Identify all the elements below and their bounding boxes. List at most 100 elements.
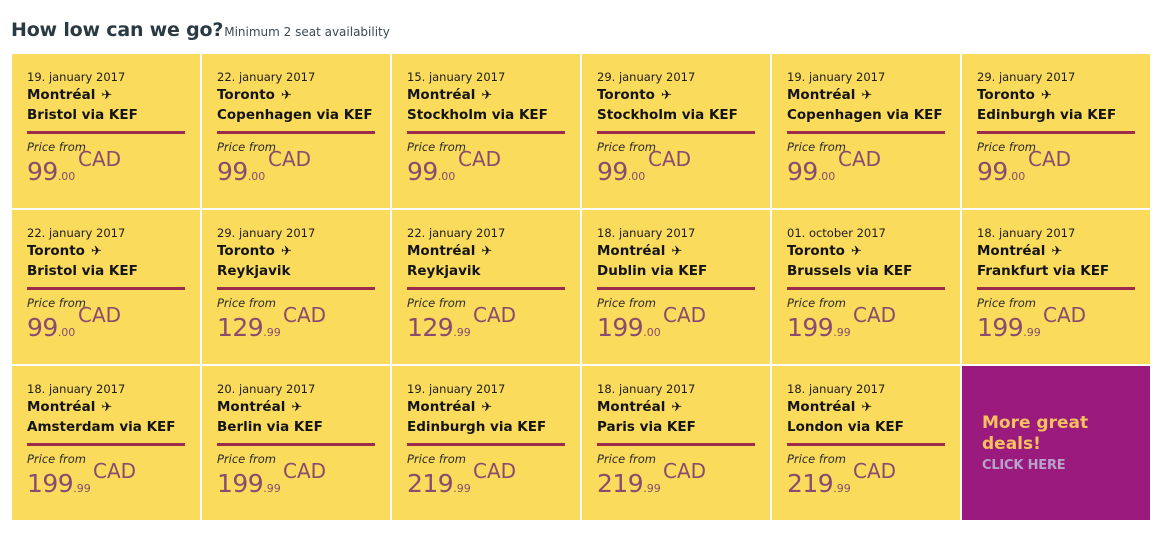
deal-tile[interactable]: 19. january 2017 Montréal ✈ Bristol via K… [12,54,200,208]
deal-tile[interactable]: 18. january 2017 Montréal ✈ Amsterdam via… [12,366,200,520]
deal-tile[interactable]: 19. january 2017 Montréal ✈ Edinburgh via… [392,366,580,520]
deal-origin: Montréal ✈ [787,397,945,417]
deal-date: 18. january 2017 [27,382,126,396]
plane-icon: ✈ [280,88,292,103]
origin-city: Montréal [597,243,666,259]
deal-destination: Dublin via KEF [597,263,708,279]
price-amount: 199.99 [217,470,281,503]
deal-tile[interactable]: 18. january 2017 Montréal ✈ Paris via KEF… [582,366,770,520]
origin-city: Montréal [27,87,96,103]
divider [787,443,945,446]
price-from-label: Price from [217,140,276,154]
deal-date: 29. january 2017 [977,70,1076,84]
plane-icon: ✈ [671,244,683,259]
deal-tile[interactable]: 29. january 2017 Toronto ✈ Edinburgh via … [962,54,1150,208]
price-currency: CAD [1028,147,1072,171]
deal-tile[interactable]: 18. january 2017 Montréal ✈ Dublin via KE… [582,210,770,364]
plane-icon: ✈ [481,88,493,103]
price-currency: CAD [458,147,502,171]
divider [977,287,1135,290]
plane-icon: ✈ [291,400,303,415]
click-here-link[interactable]: CLICK HERE [982,458,1066,473]
deal-date: 22. january 2017 [27,226,126,240]
price-currency: CAD [663,459,707,483]
plane-icon: ✈ [861,400,873,415]
price-cents: .00 [57,326,76,339]
deal-price: 199.00 CAD [597,304,755,350]
price-currency: CAD [473,459,517,483]
price-currency: CAD [648,147,692,171]
price-cents: .00 [643,326,661,339]
price-currency: CAD [853,303,897,327]
deal-origin: Toronto ✈ [27,241,185,261]
origin-city: Montréal [407,87,476,103]
plane-icon: ✈ [1051,244,1063,259]
deal-destination: Stockholm via KEF [407,107,548,123]
deal-price: 129.99 CAD [407,304,565,350]
deal-destination: Stockholm via KEF [597,107,738,123]
price-from-label: Price from [787,296,846,310]
price-integer: 199 [27,469,74,498]
deal-date: 19. january 2017 [407,382,506,396]
plane-icon: ✈ [1040,88,1052,103]
price-from-label: Price from [597,296,656,310]
deal-destination: Berlin via KEF [217,419,323,435]
divider [977,131,1135,134]
deal-tile[interactable]: 22. january 2017 Montréal ✈ Reykjavik Pri… [392,210,580,364]
deal-origin: Toronto ✈ [597,85,755,105]
deal-destination: Reykjavik [217,263,291,279]
price-integer: 129 [407,313,454,342]
deal-tile[interactable]: 18. january 2017 Montréal ✈ Frankfurt via… [962,210,1150,364]
deal-destination: Reykjavik [407,263,481,279]
deal-origin: Montréal ✈ [217,397,375,417]
deal-destination: Copenhagen via KEF [787,107,943,123]
deal-destination: London via KEF [787,419,904,435]
deal-tile[interactable]: 18. january 2017 Montréal ✈ London via KE… [772,366,960,520]
price-amount: 219.99 [407,470,471,503]
plane-icon: ✈ [850,244,862,259]
plane-icon: ✈ [861,88,873,103]
more-deals-tile[interactable]: More great deals! CLICK HERE [962,366,1150,520]
price-currency: CAD [838,147,882,171]
price-integer: 219 [407,469,454,498]
price-cents: .99 [453,326,471,339]
plane-icon: ✈ [660,88,672,103]
deal-destination: Bristol via KEF [27,107,138,123]
divider [597,287,755,290]
divider [407,131,565,134]
price-integer: 199 [787,313,834,342]
price-from-label: Price from [27,140,86,154]
deal-tile[interactable]: 29. january 2017 Toronto ✈ Reykjavik Pric… [202,210,390,364]
price-integer: 99 [27,157,58,186]
price-amount: 129.99 [407,314,471,347]
page-header: How low can we go? Minimum 2 seat availa… [11,19,390,41]
deal-destination: Amsterdam via KEF [27,419,176,435]
deal-price: 99.00 CAD [27,304,185,350]
price-cents: .00 [817,170,836,183]
deal-tile[interactable]: 01. october 2017 Toronto ✈ Brussels via K… [772,210,960,364]
deal-date: 22. january 2017 [407,226,506,240]
deal-tile[interactable]: 29. january 2017 Toronto ✈ Stockholm via … [582,54,770,208]
deal-tile[interactable]: 20. january 2017 Montréal ✈ Berlin via KE… [202,366,390,520]
deal-origin: Toronto ✈ [217,85,375,105]
deal-origin: Montréal ✈ [597,241,755,261]
deal-tile[interactable]: 22. january 2017 Toronto ✈ Copenhagen via… [202,54,390,208]
deal-tile[interactable]: 15. january 2017 Montréal ✈ Stockholm via… [392,54,580,208]
price-from-label: Price from [27,452,86,466]
deal-price: 219.99 CAD [407,460,565,506]
deal-tile[interactable]: 22. january 2017 Toronto ✈ Bristol via KE… [12,210,200,364]
deal-date: 18. january 2017 [977,226,1076,240]
deal-price: 99.00 CAD [217,148,375,194]
divider [217,287,375,290]
deal-origin: Montréal ✈ [977,241,1135,261]
plane-icon: ✈ [481,400,493,415]
deal-tile[interactable]: 19. january 2017 Montréal ✈ Copenhagen vi… [772,54,960,208]
deal-origin: Montréal ✈ [787,85,945,105]
price-cents: .99 [73,482,91,495]
plane-icon: ✈ [481,244,493,259]
price-cents: .99 [643,482,661,495]
price-integer: 99 [27,313,58,342]
price-amount: 199.99 [977,314,1041,347]
price-amount: 219.99 [787,470,851,503]
origin-city: Toronto [217,87,275,103]
